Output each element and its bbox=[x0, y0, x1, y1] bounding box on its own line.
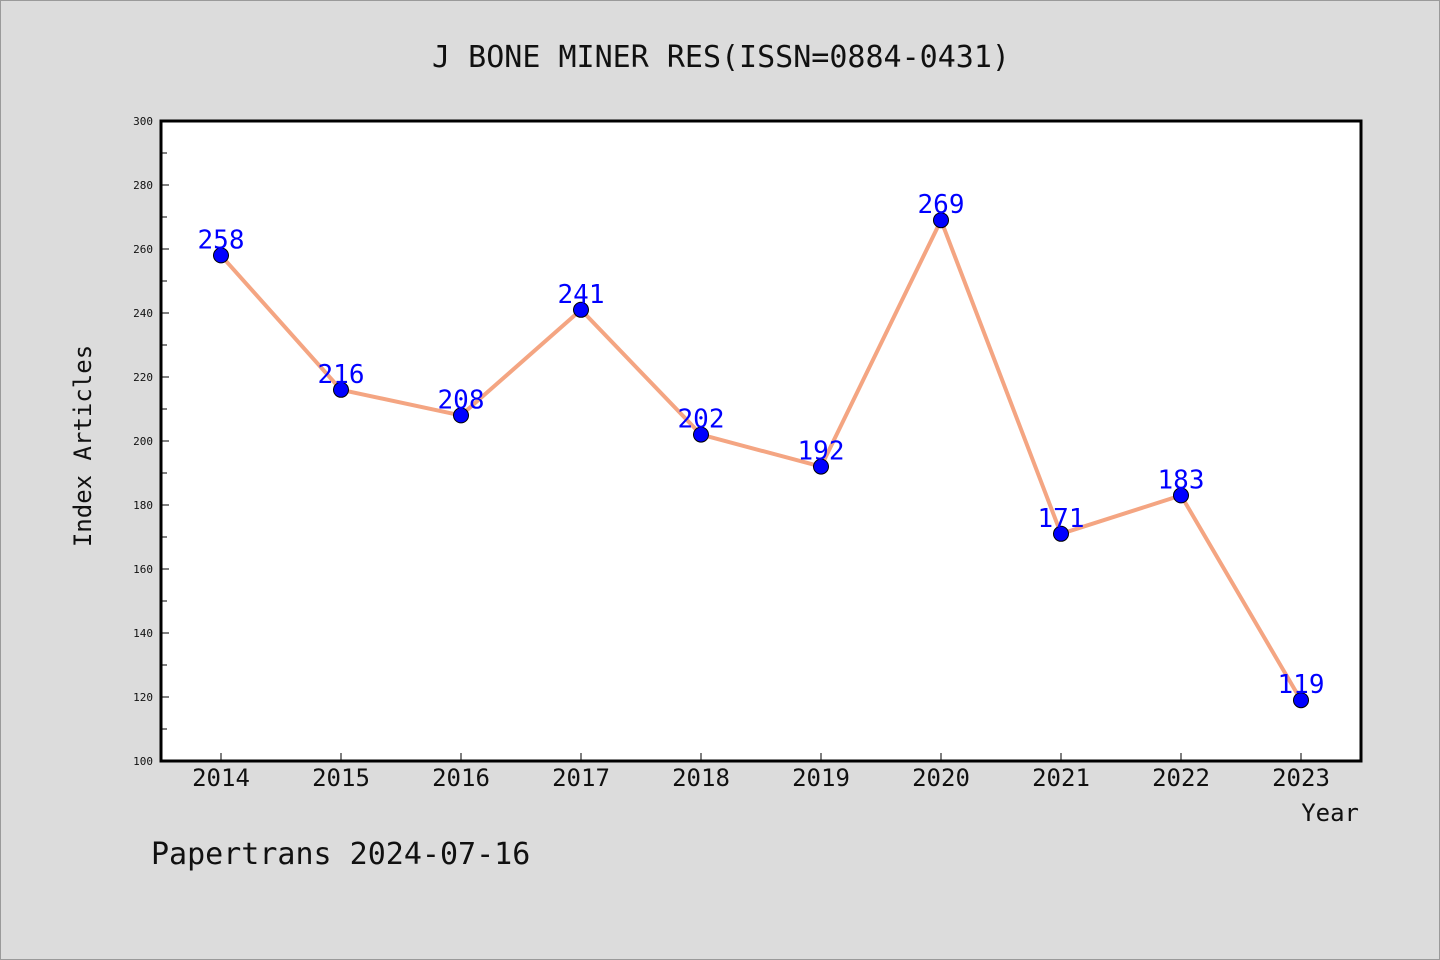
y-tick-label: 280 bbox=[133, 179, 153, 192]
series-line bbox=[219, 218, 1303, 703]
data-label: 192 bbox=[798, 437, 845, 467]
series-layer: 258 216 208 241 202 192 269 171 183 119 bbox=[198, 190, 1325, 709]
x-tick-label: 2015 bbox=[312, 764, 370, 792]
data-point bbox=[1173, 487, 1189, 504]
x-tick-label: 2022 bbox=[1152, 764, 1210, 792]
data-label: 183 bbox=[1158, 465, 1205, 495]
plot-area bbox=[161, 121, 1361, 761]
data-label: 119 bbox=[1278, 670, 1325, 700]
footer-credit: Papertrans 2024-07-16 bbox=[151, 837, 530, 872]
data-point bbox=[213, 247, 229, 264]
y-tick-label: 200 bbox=[133, 435, 153, 448]
data-label: 269 bbox=[918, 190, 965, 220]
data-label: 258 bbox=[198, 225, 245, 255]
y-axis-label: Index Articles bbox=[69, 345, 97, 547]
data-label: 202 bbox=[678, 405, 725, 435]
data-label: 171 bbox=[1038, 504, 1085, 534]
y-tick-label: 300 bbox=[133, 115, 153, 128]
data-point bbox=[1293, 692, 1309, 709]
x-tick-label: 2014 bbox=[192, 764, 250, 792]
plot-frame bbox=[159, 119, 1363, 763]
y-tick-label: 120 bbox=[133, 691, 153, 704]
data-point bbox=[1053, 525, 1069, 542]
data-label: 208 bbox=[438, 385, 485, 415]
y-tick-label: 240 bbox=[133, 307, 153, 320]
data-label: 241 bbox=[558, 280, 605, 310]
x-axis-ticks: 2014 2015 2016 2017 2018 2019 2020 2021 2022 2023 bbox=[192, 753, 1330, 792]
x-tick-label: 2017 bbox=[552, 764, 610, 792]
chart-title: J BONE MINER RES(ISSN=0884-0431) bbox=[432, 40, 1010, 75]
data-point bbox=[453, 407, 469, 424]
y-tick-label: 260 bbox=[133, 243, 153, 256]
data-point bbox=[333, 381, 349, 398]
data-point bbox=[693, 426, 709, 443]
x-tick-label: 2016 bbox=[432, 764, 490, 792]
y-tick-label: 220 bbox=[133, 371, 153, 384]
y-tick-label: 180 bbox=[133, 499, 153, 512]
data-point bbox=[813, 458, 829, 475]
y-axis-ticks: 100 120 140 160 180 200 220 240 260 280 300 bbox=[133, 115, 169, 768]
x-tick-label: 2018 bbox=[672, 764, 730, 792]
x-tick-label: 2021 bbox=[1032, 764, 1090, 792]
y-tick-label: 140 bbox=[133, 627, 153, 640]
y-tick-label: 160 bbox=[133, 563, 153, 576]
x-tick-label: 2020 bbox=[912, 764, 970, 792]
data-label: 216 bbox=[318, 360, 365, 390]
x-tick-label: 2019 bbox=[792, 764, 850, 792]
data-point bbox=[933, 212, 949, 229]
x-axis-label: Year bbox=[1301, 799, 1359, 827]
x-tick-label: 2023 bbox=[1272, 764, 1330, 792]
y-tick-label: 100 bbox=[133, 755, 153, 768]
data-point bbox=[573, 301, 589, 318]
